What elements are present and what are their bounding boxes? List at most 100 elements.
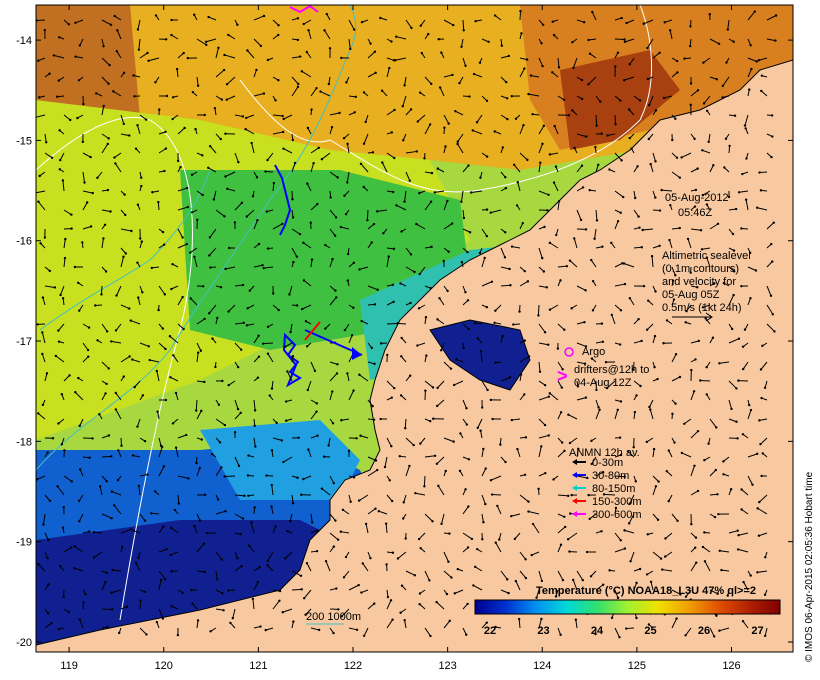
- velocity-vector-head: [602, 493, 606, 496]
- velocity-vector: [234, 152, 239, 163]
- velocity-vector-head: [400, 584, 404, 587]
- velocity-vector: [272, 437, 282, 441]
- velocity-vector-head: [423, 485, 426, 488]
- velocity-vector-head: [324, 243, 327, 247]
- velocity-vector-head: [653, 334, 657, 338]
- velocity-vector: [728, 380, 737, 389]
- velocity-vector: [215, 209, 225, 217]
- velocity-vector-head: [372, 222, 376, 226]
- velocity-vector: [687, 238, 692, 249]
- lat-tick-label: -19: [16, 537, 32, 549]
- velocity-vector-head: [102, 237, 105, 240]
- velocity-vector: [473, 584, 483, 591]
- velocity-vector: [120, 528, 132, 534]
- velocity-vector: [511, 418, 521, 421]
- velocity-vector-head: [608, 168, 611, 171]
- velocity-vector: [757, 507, 768, 515]
- velocity-vector-head: [170, 605, 173, 608]
- velocity-vector-head: [694, 536, 698, 539]
- velocity-vector-head: [220, 466, 223, 469]
- velocity-vector-head: [562, 98, 566, 101]
- velocity-vector: [44, 285, 55, 288]
- velocity-vector-head: [98, 485, 102, 488]
- velocity-vector-head: [409, 108, 413, 111]
- velocity-vector-head: [627, 522, 631, 525]
- velocity-vector-head: [114, 162, 117, 165]
- velocity-vector-head: [165, 548, 168, 551]
- velocity-vector-head: [129, 319, 132, 322]
- velocity-vector-head: [740, 508, 743, 511]
- velocity-vector: [595, 164, 599, 173]
- velocity-vector-head: [107, 82, 110, 85]
- velocity-vector: [538, 434, 549, 439]
- velocity-vector: [709, 223, 719, 230]
- velocity-vector-head: [510, 94, 514, 98]
- velocity-scale-arrowhead: [705, 312, 713, 322]
- velocity-vector: [681, 152, 692, 158]
- velocity-vector-head: [485, 621, 488, 624]
- velocity-vector-head: [98, 413, 101, 416]
- velocity-vector: [538, 323, 546, 333]
- velocity-vector-head: [657, 480, 660, 483]
- velocity-vector: [728, 530, 738, 534]
- velocity-vector-head: [286, 370, 289, 373]
- velocity-vector-head: [381, 161, 384, 164]
- velocity-vector-head: [320, 487, 324, 490]
- velocity-vector: [329, 361, 338, 365]
- drifter-marker-icon: >: [557, 366, 568, 386]
- velocity-vector: [37, 413, 46, 420]
- velocity-vector-head: [490, 280, 494, 283]
- velocity-vector-head: [523, 269, 526, 273]
- colorbar-tick-label: 27: [751, 625, 763, 637]
- velocity-vector: [196, 570, 205, 573]
- altimetry-label-line5: 0.5m/s (1kt 24h): [662, 302, 741, 314]
- velocity-vector-head: [623, 78, 626, 82]
- velocity-vector-head: [219, 137, 222, 141]
- velocity-vector-head: [181, 295, 184, 299]
- velocity-vector-head: [465, 633, 468, 636]
- velocity-vector: [190, 298, 198, 306]
- velocity-vector-head: [408, 179, 412, 182]
- velocity-vector-head: [764, 556, 767, 559]
- velocity-vector: [329, 532, 339, 541]
- colorbar-tick-label: 22: [484, 625, 496, 637]
- velocity-vector-head: [462, 29, 465, 32]
- velocity-vector: [225, 266, 236, 270]
- velocity-vector: [531, 551, 540, 556]
- velocity-vector-head: [140, 184, 143, 188]
- velocity-vector-head: [652, 447, 656, 451]
- velocity-vector-head: [146, 51, 149, 55]
- velocity-vector-head: [291, 216, 295, 219]
- velocity-vector-head: [420, 51, 423, 55]
- velocity-vector-head: [741, 367, 745, 371]
- velocity-vector: [209, 145, 217, 154]
- velocity-vector: [283, 456, 293, 463]
- velocity-vector-head: [436, 167, 440, 170]
- velocity-vector: [576, 209, 582, 221]
- velocity-vector-head: [540, 617, 543, 621]
- velocity-vector-head: [89, 155, 92, 159]
- velocity-vector-head: [504, 186, 508, 190]
- velocity-vector-head: [419, 24, 422, 27]
- velocity-vector: [63, 258, 66, 268]
- velocity-vector-head: [227, 246, 231, 250]
- velocity-vector-head: [584, 289, 587, 292]
- velocity-vector-head: [109, 23, 113, 27]
- velocity-vector-head: [296, 17, 300, 20]
- velocity-vector-head: [523, 339, 527, 342]
- velocity-vector: [301, 304, 312, 310]
- velocity-vector-head: [358, 268, 361, 271]
- velocity-vector-head: [198, 466, 201, 470]
- velocity-vector: [747, 475, 753, 485]
- velocity-vector-head: [194, 409, 198, 412]
- velocity-vector-head: [588, 52, 592, 55]
- velocity-vector: [686, 304, 692, 312]
- velocity-vector-head: [248, 289, 252, 292]
- velocity-vector-head: [275, 421, 278, 425]
- velocity-vector: [341, 608, 350, 617]
- velocity-vector-head: [83, 181, 86, 184]
- velocity-vector-head: [683, 57, 686, 60]
- velocity-vector-head: [108, 63, 111, 67]
- velocity-vector: [170, 551, 179, 556]
- velocity-vector-head: [416, 344, 419, 347]
